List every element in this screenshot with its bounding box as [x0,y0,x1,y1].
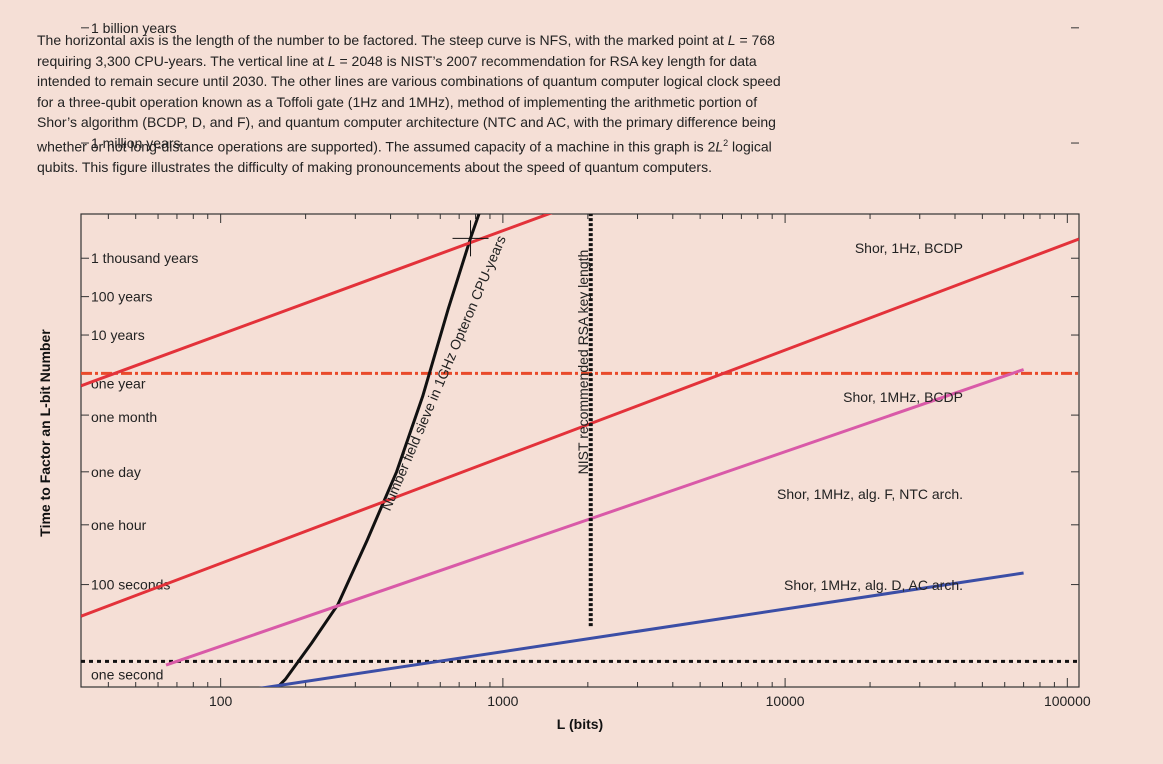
x-tick-label: 10000 [766,693,805,709]
figure-caption: The horizontal axis is the length of the… [37,30,797,178]
axis-ticks: 100 1000 10000 100000 one second 100 seconds o… [81,20,1091,709]
y-tick-label: 10 years [91,327,145,343]
y-tick-label: 100 seconds [91,577,170,593]
labels-layer: Number field sieve in 1GHz Opteron CPU-y… [378,220,963,593]
shor-1mhz-f-ntc-line [165,368,1025,667]
y-axis-title: Time to Factor an L-bit Number [37,329,53,537]
y-tick-label: one month [91,409,157,425]
y-tick-label: 100 years [91,289,152,305]
nfs-curve [275,214,481,687]
caption-text-4: logical qubits. This figure illustrates … [37,138,772,176]
y-tick-label: one year [91,375,146,391]
x-tick-label: 100000 [1044,693,1091,709]
series-label: Shor, 1MHz, alg. F, NTC arch. [777,486,963,502]
x-tick-label: 100 [209,693,233,709]
y-tick-label: one hour [91,517,147,533]
y-tick-label: 1 billion years [91,20,177,36]
y-tick-label: one second [91,666,163,682]
x-axis-title: L (bits) [557,716,603,732]
series-label: Shor, 1MHz, BCDP [843,389,963,405]
series-label: NIST recommended RSA key length [575,250,591,475]
caption-text-3: = 2048 is NIST’s 2007 recommendation for… [37,52,781,155]
x-tick-label: 1000 [487,693,518,709]
plot-frame [80,213,1080,688]
shor-1mhz-d-ac-line [258,571,1024,687]
series-label: Shor, 1MHz, alg. D, AC arch. [784,577,963,593]
caption-text-2: = 768 requiring 3,300 CPU-years. The ver… [37,32,775,69]
y-tick-label: 1 thousand years [91,250,198,266]
caption-text-1: The horizontal axis is the length of the… [37,32,728,48]
series-label: Shor, 1Hz, BCDP [855,240,963,256]
caption-var-1: L [727,32,736,48]
series-layer [81,214,1079,687]
y-tick-label: one day [91,464,141,480]
caption-superscript: 2 [723,137,729,148]
y-tick-label: 1 million years [91,135,180,151]
caption-var-2: L [327,52,336,69]
caption-var-3: L [715,138,724,155]
shor-1mhz-bcdp-line [81,237,1079,618]
shor-1hz-bcdp-line [81,214,553,388]
